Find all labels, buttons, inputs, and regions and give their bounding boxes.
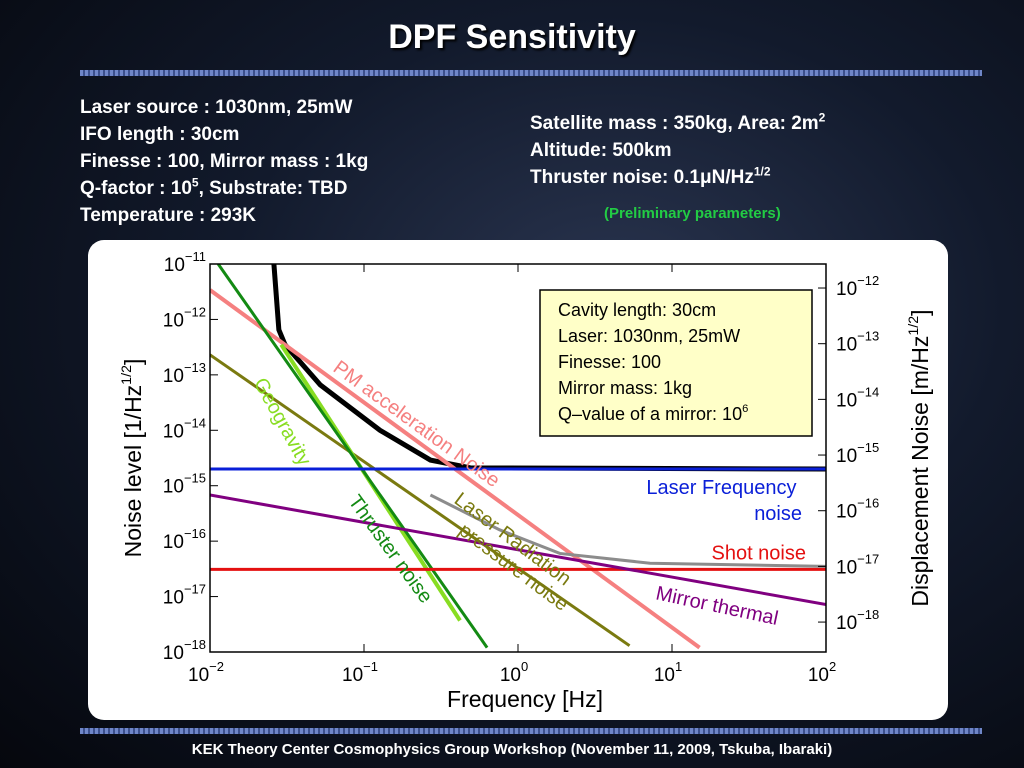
y2-tick-label: 10−14 [836, 385, 879, 412]
series-line [210, 493, 826, 606]
x-tick-label: 10−2 [188, 659, 224, 686]
parameter-line: Laser source : 1030nm, 25mW [80, 94, 368, 121]
parameter-line: IFO length : 30cm [80, 121, 368, 148]
footer: KEK Theory Center Cosmophysics Group Wor… [191, 741, 833, 758]
text: Temperature : 293K [80, 205, 256, 226]
parameter-line: Q-factor : 105, Substrate: TBD [80, 175, 368, 202]
superscript: 6 [742, 403, 748, 415]
series-label: PM acceleration Noise [329, 357, 504, 492]
x-axis-label: Frequency [Hz] [447, 686, 603, 712]
y2-tick-label: 10−18 [836, 608, 879, 635]
series-line [429, 493, 826, 568]
superscript: 1/2 [906, 316, 922, 336]
text: Q-factor : 10 [80, 178, 192, 199]
superscript: 5 [191, 175, 199, 190]
x-tick-label: 10−1 [342, 659, 378, 686]
y-tick-label: 10−13 [163, 360, 206, 387]
text: Displacement Noise [m/Hz [907, 336, 933, 607]
y-tick-label: 10−18 [163, 637, 206, 664]
series-line [271, 264, 826, 472]
y-tick-label: 10−11 [164, 249, 206, 276]
text: Laser: 1030nm, 25mW [558, 326, 740, 346]
parameter-line: Thruster noise: 0.1μN/Hz1/2 [530, 164, 825, 191]
y-tick-label: 10−15 [163, 471, 206, 498]
text: Satellite mass : 350kg, Area: 2m [530, 113, 819, 134]
parameters: Laser source : 1030nm, 25mW IFO length : … [80, 94, 368, 229]
text: Finesse: 100 [558, 352, 661, 372]
text: Noise level [1/Hz [120, 385, 146, 558]
series-label: Laser Frequency noise [646, 477, 802, 525]
parameter-line: Altitude: 500km [530, 137, 825, 164]
text: Thruster noise: 0.1μN/Hz [530, 167, 754, 188]
series-line [210, 353, 631, 647]
y-tick-label: 10−17 [163, 582, 206, 609]
divider [80, 70, 982, 76]
y2-tick-label: 10−13 [836, 329, 879, 356]
annotation-box [539, 289, 813, 437]
text: Laser source : 1030nm, 25mW [80, 97, 353, 118]
parameter-line: Temperature : 293K [80, 202, 368, 229]
text: ] [907, 309, 933, 315]
annotation-line: Laser: 1030nm, 25mW [558, 326, 740, 346]
y-tick-label: 10−14 [163, 416, 206, 443]
text: Cavity length: 30cm [558, 300, 716, 320]
x-tick-label: 100 [500, 659, 528, 686]
divider [80, 728, 982, 734]
superscript: 2 [818, 110, 826, 125]
parameter-line: Satellite mass : 350kg, Area: 2m2 [530, 110, 825, 137]
annotation-line: Cavity length: 30cm [558, 300, 716, 320]
series-label: Shot noise [711, 542, 806, 564]
series-label: Mirror thermal [654, 583, 780, 630]
x-tick-label: 102 [808, 659, 836, 686]
parameter-line: Finesse : 100, Mirror mass : 1kg [80, 148, 368, 175]
text: , Substrate: TBD [198, 178, 348, 199]
text: Altitude: 500km [530, 140, 672, 161]
text: IFO length : 30cm [80, 124, 240, 145]
slide-title: DPF Sensitivity [388, 18, 636, 56]
y-tick-label: 10−16 [163, 527, 206, 554]
y2-tick-label: 10−17 [836, 552, 879, 579]
y2-tick-label: 10−16 [836, 496, 879, 523]
y2-tick-label: 10−15 [836, 440, 879, 467]
y-tick-label: 10−12 [163, 305, 206, 332]
superscript: 1/2 [119, 365, 135, 385]
text: Finesse : 100, Mirror mass : 1kg [80, 151, 369, 172]
x-tick-label: 101 [654, 659, 682, 686]
y2-tick-label: 10−12 [836, 273, 879, 300]
note: (Preliminary parameters) [604, 205, 781, 222]
annotation-line: Finesse: 100 [558, 352, 661, 372]
superscript: 1/2 [753, 164, 771, 179]
y-axis-label: Noise level [1/Hz1/2] [119, 359, 146, 558]
text: Q–value of a mirror: 10 [558, 404, 742, 424]
y2-axis-label: Displacement Noise [m/Hz1/2] [906, 309, 933, 606]
annotation-line: Mirror mass: 1kg [558, 378, 692, 398]
text: Mirror mass: 1kg [558, 378, 692, 398]
series-line [216, 264, 489, 649]
text: ] [120, 359, 146, 365]
plot-lines [210, 264, 826, 650]
parameters: Satellite mass : 350kg, Area: 2m2 Altitud… [530, 110, 825, 191]
annotation-line: Q–value of a mirror: 106 [558, 403, 748, 424]
